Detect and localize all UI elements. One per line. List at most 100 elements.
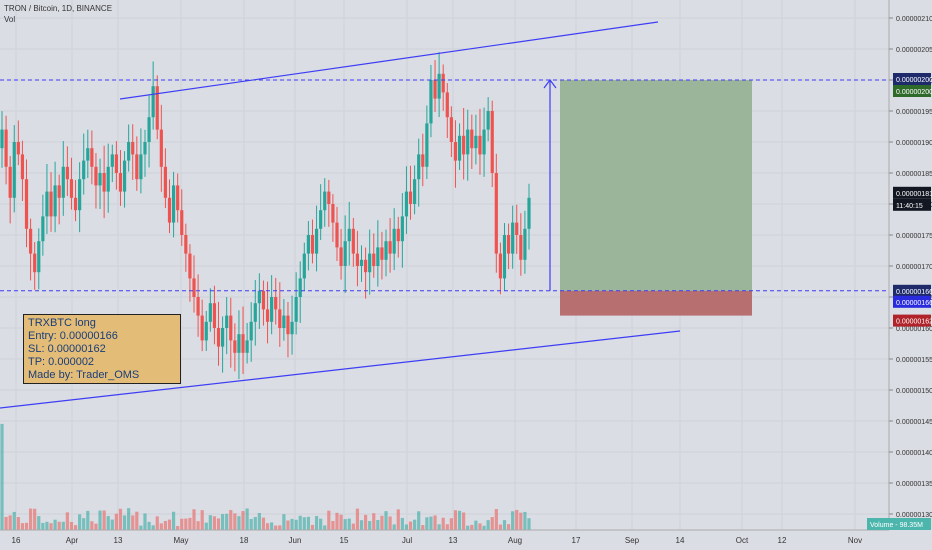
volume-bar xyxy=(515,509,519,530)
volume-bar xyxy=(98,510,102,530)
last-price-badge: 0.00000181 xyxy=(896,191,932,198)
volume-bar xyxy=(376,519,380,530)
candle-body xyxy=(408,191,413,204)
volume-bar xyxy=(167,519,172,530)
volume-bar xyxy=(511,511,515,530)
candle-body xyxy=(204,321,208,341)
volume-bar xyxy=(135,511,139,530)
volume-bar xyxy=(37,516,41,530)
candle-body xyxy=(16,142,20,155)
volume-bar xyxy=(73,525,78,530)
volume-bar xyxy=(380,515,384,530)
candle-body xyxy=(86,148,90,161)
candle-body xyxy=(135,154,139,180)
sl-badge-bg xyxy=(893,314,931,327)
candle-body xyxy=(470,129,474,149)
candle-body xyxy=(323,191,327,211)
candle-body xyxy=(53,185,57,217)
volume-bar xyxy=(41,522,45,530)
candle-body xyxy=(33,253,37,273)
candle-body xyxy=(171,185,176,223)
symbol-title: TRON / Bitcoin, 1D, BINANCE xyxy=(4,4,113,13)
time-tick-label: Jul xyxy=(402,536,412,545)
volume-bar xyxy=(102,510,106,530)
candle-body xyxy=(457,135,462,161)
volume-bar xyxy=(523,511,527,530)
time-tick-label: Apr xyxy=(66,536,79,545)
candle-body xyxy=(261,290,266,310)
candle-body xyxy=(376,247,380,266)
time-tick-label: Sep xyxy=(625,536,640,545)
candle-body xyxy=(502,235,507,279)
volume-bar xyxy=(61,521,65,530)
candle-body xyxy=(118,173,123,192)
candle-body xyxy=(462,135,466,155)
arrow-head xyxy=(543,79,557,89)
candle-body xyxy=(466,129,470,155)
volume-bar xyxy=(478,523,482,530)
volume-bar xyxy=(462,512,466,530)
candle-body xyxy=(188,253,192,279)
countdown-badge: 11:40:15 xyxy=(896,203,923,210)
volume-bar xyxy=(445,524,449,530)
candle-body xyxy=(486,111,490,130)
entry-alt-badge-bg xyxy=(893,295,931,308)
time-tick-label: 14 xyxy=(676,536,685,545)
trade-note: TRXBTC long Entry: 0.00000166 SL: 0.0000… xyxy=(23,314,181,384)
candle-body xyxy=(245,340,249,353)
candle-body xyxy=(20,154,25,180)
volume-bar xyxy=(28,508,33,530)
price-tick-label: 0.00000175 xyxy=(896,233,932,240)
candle-body xyxy=(184,235,188,254)
candle-body xyxy=(445,92,449,118)
note-line: SL: 0.00000162 xyxy=(28,343,106,355)
candle-body xyxy=(453,142,458,161)
candle-body xyxy=(282,315,286,328)
note-line: Entry: 0.00000166 xyxy=(28,330,118,342)
candle-body xyxy=(45,191,49,217)
candle-body xyxy=(388,241,392,254)
volume-bar xyxy=(171,511,176,530)
candle-body xyxy=(286,315,290,335)
candle-body xyxy=(8,166,12,198)
volume-bar xyxy=(86,510,90,530)
candle-body xyxy=(327,191,331,204)
candle-body xyxy=(506,235,511,254)
volume-bar xyxy=(359,520,364,530)
candle-body xyxy=(498,253,503,279)
candle-body xyxy=(57,185,61,198)
volume-bar xyxy=(355,508,360,530)
volume-bar xyxy=(421,525,425,530)
candle-body xyxy=(384,241,388,260)
volume-bar xyxy=(200,510,204,530)
volume-bar xyxy=(106,516,110,530)
volume-bar xyxy=(143,513,147,530)
volume-bar xyxy=(490,517,494,530)
volume-bar xyxy=(176,525,180,530)
candle-body xyxy=(257,290,261,304)
volume-bar xyxy=(306,516,310,530)
candle-body xyxy=(41,216,45,242)
time-tick-label: 12 xyxy=(778,536,787,545)
volume-bar xyxy=(290,518,294,530)
note-line: Made by: Trader_OMS xyxy=(28,369,140,381)
candle-body xyxy=(404,191,409,217)
volume-bar xyxy=(90,521,94,530)
volume-bar xyxy=(392,524,396,530)
candle-body xyxy=(314,228,319,254)
tp-badge-bg xyxy=(893,73,931,85)
candle-body xyxy=(413,179,417,204)
candle-body xyxy=(114,154,118,173)
volume-bar xyxy=(45,521,49,530)
candle-body xyxy=(347,228,351,242)
candle-body xyxy=(523,228,527,260)
candle-body xyxy=(274,297,278,310)
candle-body xyxy=(106,166,110,192)
volume-bar xyxy=(94,523,98,530)
candle-body xyxy=(78,179,82,211)
volume-bar xyxy=(433,515,437,530)
candle-body xyxy=(490,111,494,173)
volume-bar xyxy=(294,519,298,530)
volume-bar xyxy=(245,508,249,530)
